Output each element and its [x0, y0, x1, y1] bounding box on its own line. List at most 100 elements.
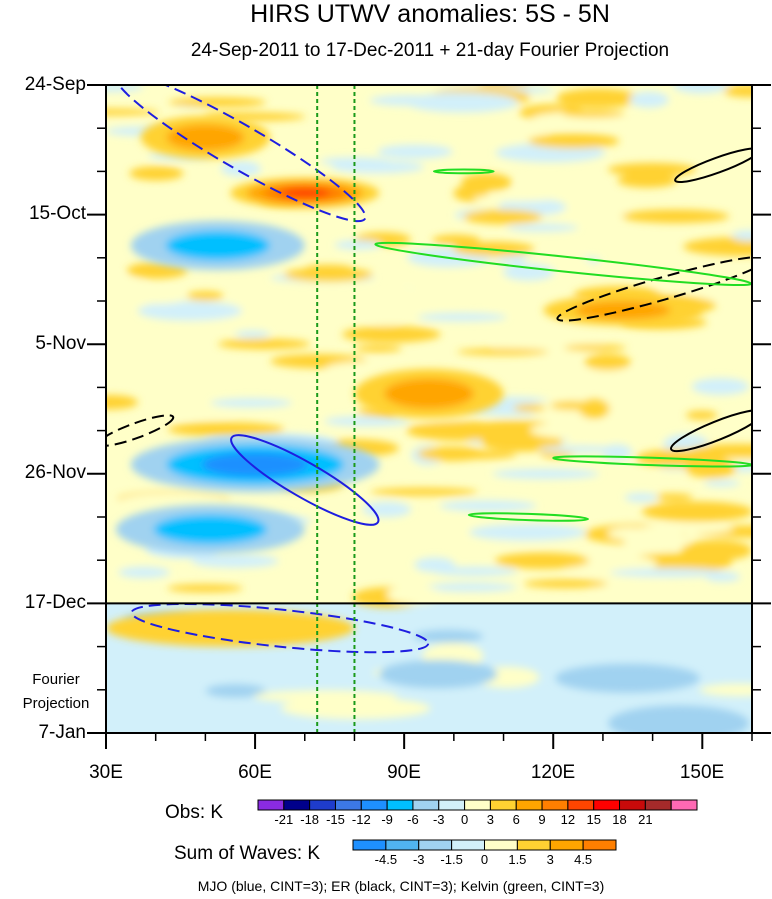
texture-patch: [683, 237, 752, 257]
sow-legend-tick-label: -1.5: [440, 852, 463, 867]
obs-legend-tick-label: 12: [560, 812, 576, 827]
obs-legend-swatch: [309, 799, 336, 811]
obs-legend-tick-label: 18: [612, 812, 627, 827]
texture-patch: [624, 492, 659, 503]
mjo-contour: [113, 85, 367, 223]
texture-patch: [472, 194, 554, 202]
texture-patch: [623, 530, 691, 551]
obs-legend-tick-label: -21: [274, 812, 294, 827]
texture-patch: [368, 307, 403, 326]
texture-patch: [456, 348, 549, 356]
chart-title: HIRS UTWV anomalies: 5S - 5N: [250, 0, 610, 28]
mjo-contour: [230, 434, 380, 526]
obs-legend-swatch: [619, 799, 646, 811]
obs-legend-swatch: [593, 799, 621, 811]
obs-legend-swatch: [515, 799, 543, 811]
texture-patch: [253, 690, 399, 703]
obs-legend-swatch: [438, 799, 466, 811]
y-tick-label: 26-Nov: [24, 462, 86, 483]
texture-patch: [685, 458, 737, 479]
sow-legend-tick-label: 0: [480, 852, 489, 867]
obs-legend-swatch: [386, 799, 414, 811]
obs-legend-tick-label: 6: [512, 812, 520, 827]
y-tick-label: 7-Jan: [38, 722, 86, 743]
texture-patch: [607, 162, 697, 177]
texture-patch: [191, 554, 279, 568]
obs-legend-tick-label: -15: [326, 812, 345, 827]
texture-patch: [502, 263, 555, 281]
texture-patch: [563, 344, 627, 351]
texture-patch: [129, 166, 184, 181]
sow-legend-swatch: [549, 839, 584, 851]
kelvin-contour: [432, 168, 495, 175]
texture-patch: [482, 128, 549, 137]
er-contour: [556, 255, 752, 322]
fourier-label-line: Fourier: [32, 671, 80, 688]
texture-patch: [608, 705, 750, 733]
x-tick-label: 60E: [238, 762, 272, 783]
texture-patch: [516, 179, 568, 201]
sow-legend-tick-label: 1.5: [508, 852, 527, 867]
texture-patch: [732, 230, 752, 242]
texture-patch: [723, 85, 752, 98]
texture-patch: [555, 663, 700, 693]
texture-patch: [610, 568, 726, 578]
texture-patch: [629, 91, 669, 108]
texture-patch: [406, 420, 514, 441]
x-tick-label: 120E: [530, 762, 576, 783]
texture-patch: [584, 353, 631, 371]
texture-patch: [703, 479, 741, 487]
texture-patch: [691, 377, 750, 396]
texture-patch: [463, 209, 543, 225]
texture-patch: [205, 684, 266, 698]
texture-patch: [217, 338, 311, 350]
obs-legend-swatch: [489, 799, 517, 811]
fourier-projection-label: Fourier Projection: [18, 668, 94, 716]
texture-patch: [320, 157, 390, 166]
sow-legend-title: Sum of Waves: K: [174, 843, 321, 864]
texture-patch: [106, 394, 138, 410]
texture-patch: [439, 500, 537, 512]
texture-patch: [106, 559, 128, 566]
sow-legend-swatch: [582, 839, 617, 851]
obs-legend-swatch: [541, 799, 569, 811]
texture-patch: [432, 566, 518, 577]
sow-legend-tick-label: -3: [412, 852, 425, 867]
anomaly-level: [166, 124, 245, 151]
anomaly-feature: [130, 220, 305, 271]
obs-legend-swatch: [334, 799, 362, 811]
texture-patch: [729, 328, 752, 340]
obs-legend-tick-label: -18: [300, 812, 320, 827]
texture-patch: [513, 404, 546, 412]
plot-frame: [105, 84, 753, 734]
obs-legend-swatch: [360, 799, 388, 811]
y-tick-label: 24-Sep: [24, 74, 86, 95]
obs-legend-tick-label: 15: [586, 812, 601, 827]
texture-patch: [550, 401, 595, 410]
fourier-label-line: Projection: [22, 695, 90, 712]
kelvin-contour: [467, 512, 589, 522]
texture-patch: [547, 369, 662, 379]
texture-patch: [377, 144, 453, 159]
sow-legend-swatch: [451, 839, 485, 851]
anomaly-feature: [140, 115, 270, 160]
texture-patch: [425, 582, 517, 592]
obs-legend-tick-label: -6: [407, 812, 419, 827]
texture-patch: [699, 683, 752, 697]
anomaly-feature: [106, 609, 355, 647]
texture-patch: [562, 109, 625, 118]
obs-legend-swatch: [644, 799, 672, 811]
obs-legend-swatch: [464, 799, 491, 811]
obs-legend-tick-label: -12: [351, 812, 371, 827]
texture-patch: [325, 361, 409, 376]
texture-patch: [641, 501, 752, 522]
texture-patch: [413, 629, 484, 643]
obs-legend-swatch: [567, 799, 595, 811]
sow-legend-tick-label: 4.5: [574, 852, 593, 867]
texture-patch: [461, 173, 512, 192]
chart-footnote: MJO (blue, CINT=3); ER (black, CINT=3); …: [197, 878, 605, 894]
obs-legend-tick-label: -3: [432, 812, 445, 827]
texture-patch: [494, 552, 590, 569]
er-contour: [106, 414, 175, 447]
